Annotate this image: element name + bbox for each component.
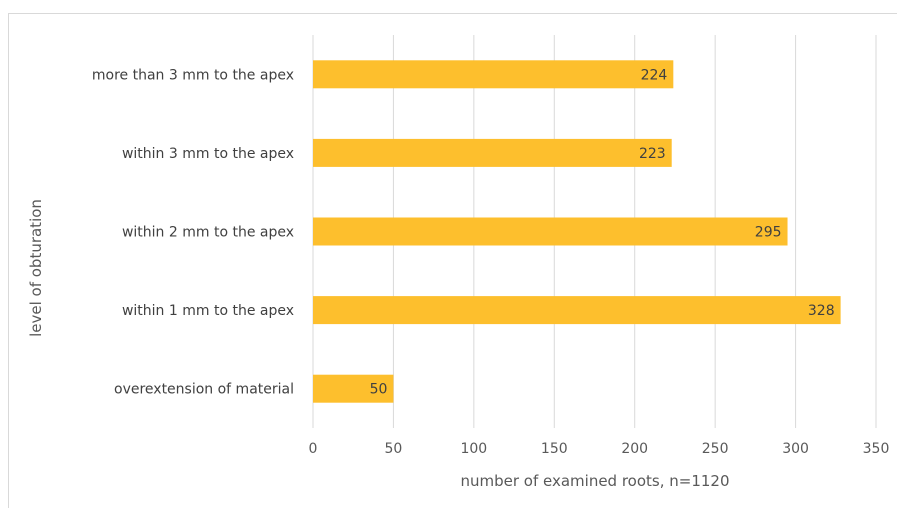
bar [313,374,394,403]
bars [313,60,841,403]
bar [313,217,788,246]
x-axis-title: number of examined roots, n=1120 [460,472,729,490]
category-labels: more than 3 mm to the apex within 3 mm to… [92,67,294,397]
data-label: 50 [370,382,388,398]
category-label: more than 3 mm to the apex [92,67,294,83]
x-tick-label: 100 [460,441,487,457]
category-label: within 2 mm to the apex [122,225,294,241]
chart-frame [8,13,897,508]
category-label: overextension of material [114,382,294,398]
data-label: 295 [755,225,782,241]
bar [313,296,841,325]
x-tick-label: 200 [621,441,648,457]
bar [313,138,672,167]
x-tick-label: 50 [385,441,403,457]
data-label: 328 [808,303,835,319]
data-labels: 224 223 295 328 50 [370,67,835,397]
bar [313,60,674,89]
x-tick-labels: 0 50 100 150 200 250 300 350 [309,441,890,457]
category-label: within 3 mm to the apex [122,146,294,162]
y-axis-title: level of obturation [27,199,45,337]
data-label: 223 [639,146,666,162]
x-tick-label: 300 [782,441,809,457]
category-label: within 1 mm to the apex [122,303,294,319]
data-label: 224 [641,67,668,83]
x-tick-label: 250 [702,441,729,457]
x-tick-label: 0 [309,441,318,457]
x-tick-label: 150 [541,441,568,457]
x-tick-label: 350 [863,441,890,457]
